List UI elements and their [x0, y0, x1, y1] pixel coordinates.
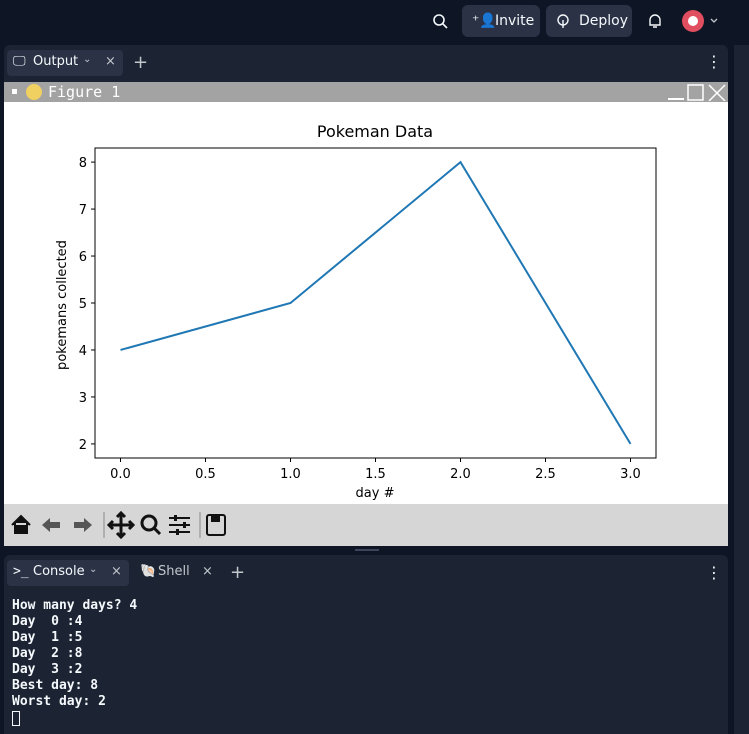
- console-line: How many days? 4: [12, 598, 138, 613]
- console-line: Worst day: 2: [12, 694, 106, 709]
- deploy-button[interactable]: Deploy: [546, 5, 632, 37]
- invite-label: Invite: [495, 13, 535, 29]
- x-tick-label: 1.0: [280, 467, 301, 482]
- console-line: Day 1 :5: [12, 630, 83, 645]
- x-tick-label: 0.5: [195, 467, 216, 482]
- search-icon[interactable]: [430, 11, 450, 31]
- x-tick-label: 2.5: [535, 467, 556, 482]
- y-tick-label: 6: [79, 250, 87, 265]
- output-tab-label: Output: [33, 54, 79, 69]
- y-tick-label: 4: [79, 344, 87, 359]
- deploy-label: Deploy: [579, 13, 629, 29]
- add-tab[interactable]: +: [230, 562, 246, 583]
- shell-tab-label: Shell: [158, 564, 190, 579]
- x-tick-label: 3.0: [620, 467, 641, 482]
- avatar[interactable]: [680, 8, 720, 34]
- add-tab[interactable]: +: [133, 52, 149, 73]
- shell-tab[interactable]: 🐚 Shell ×: [140, 564, 213, 579]
- y-tick-label: 3: [79, 391, 87, 406]
- console-line: Day 3 :2: [12, 662, 83, 677]
- panel-menu[interactable]: ⋮: [706, 52, 722, 71]
- panel-menu[interactable]: ⋮: [706, 563, 722, 582]
- deploy-icon: [557, 14, 569, 28]
- figure-toolbar: [4, 504, 728, 546]
- chart: Pokeman Data day # pokemans collected 0.…: [4, 102, 728, 504]
- x-axis-label: day #: [356, 486, 395, 501]
- resize-handle[interactable]: [355, 549, 379, 551]
- y-tick-label: 7: [79, 203, 87, 218]
- x-tick-label: 2.0: [450, 467, 471, 482]
- console-tab[interactable]: >_ Console ⌄ ×: [7, 560, 129, 586]
- y-tick-label: 2: [79, 438, 87, 453]
- console-line: Day 0 :4: [12, 614, 83, 629]
- console-tab-label: Console: [33, 564, 85, 579]
- console-line: Best day: 8: [12, 678, 99, 693]
- output-tab[interactable]: 🖵 Output ⌄ ×: [7, 50, 123, 76]
- figure-titlebar: Figure 1: [4, 82, 728, 102]
- toolbar-icons[interactable]: [4, 504, 244, 546]
- y-tick-label: 8: [79, 156, 87, 171]
- console-line: Day 2 :8: [12, 646, 83, 661]
- side-strip: [734, 45, 749, 734]
- x-tick-label: 1.5: [365, 467, 386, 482]
- y-axis-label: pokemans collected: [55, 240, 70, 370]
- y-tick-label: 5: [79, 297, 87, 312]
- plot-frame: [94, 147, 657, 459]
- x-tick-label: 0.0: [110, 467, 131, 482]
- figure-title: Figure 1: [48, 83, 121, 101]
- console-output: How many days? 4 Day 0 :4 Day 1 :5 Day 2 :8…: [12, 598, 137, 726]
- data-line: [120, 160, 632, 445]
- invite-button[interactable]: ⁺👤 Invite: [462, 5, 540, 37]
- bell-icon[interactable]: [645, 11, 665, 31]
- chart-title: Pokeman Data: [317, 122, 433, 141]
- window-controls[interactable]: [664, 83, 728, 101]
- cursor: [12, 711, 20, 726]
